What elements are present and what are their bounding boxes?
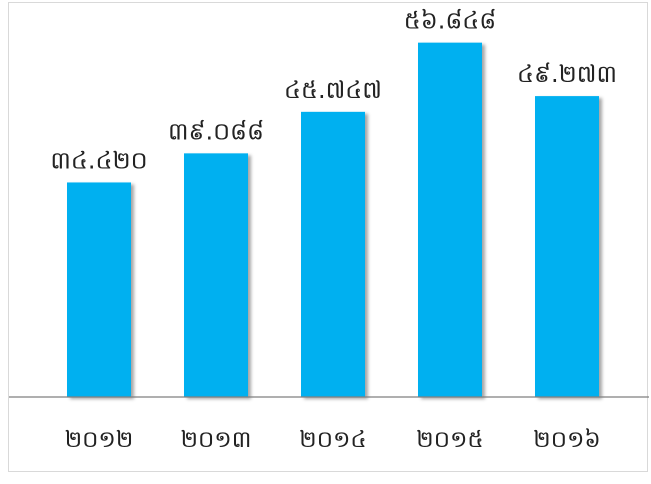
category-label-4: ២០១៦ <box>533 427 600 453</box>
category-labels-group: ២០១២ ២០១៣ ២០១៤ ២០១៥ ២០១៦ <box>65 427 601 453</box>
bar-1 <box>184 153 248 397</box>
category-label-3: ២០១៥ <box>416 427 483 453</box>
category-label-2: ២០១៤ <box>299 427 366 453</box>
value-label-0: ៣៤.៤២០ <box>50 146 147 174</box>
bar-3 <box>418 42 482 398</box>
category-label-0: ២០១២ <box>65 427 134 453</box>
bar-chart: ៣៤.៤២០៣៩.០៨៨៤៥.៧៤៧៥៦.៨៤៨៤៩.២៧៣ ២០១២ ២០១៣២… <box>9 7 649 453</box>
bar-0 <box>67 182 131 397</box>
bar-2 <box>301 111 365 398</box>
category-label-1: ២០១៣ <box>181 427 252 453</box>
chart-frame: ៣៤.៤២០ ៣៩.០៨៨ ៤៥.៧៤៧ ៥៦.៨៤៨ ៤៩.២៧៣ ២០១២ ២០១៣២… <box>8 2 649 472</box>
value-label-4: ៤៩.២៧៣ <box>517 60 617 88</box>
value-label-2: ៤៥.៧៤៧ <box>284 76 382 104</box>
value-label-1: ៣៩.០៨៨ <box>168 117 264 145</box>
bar-4 <box>535 96 599 397</box>
value-label-3: ៥៦.៨៤៨ <box>404 7 497 35</box>
bars-group <box>67 42 599 398</box>
